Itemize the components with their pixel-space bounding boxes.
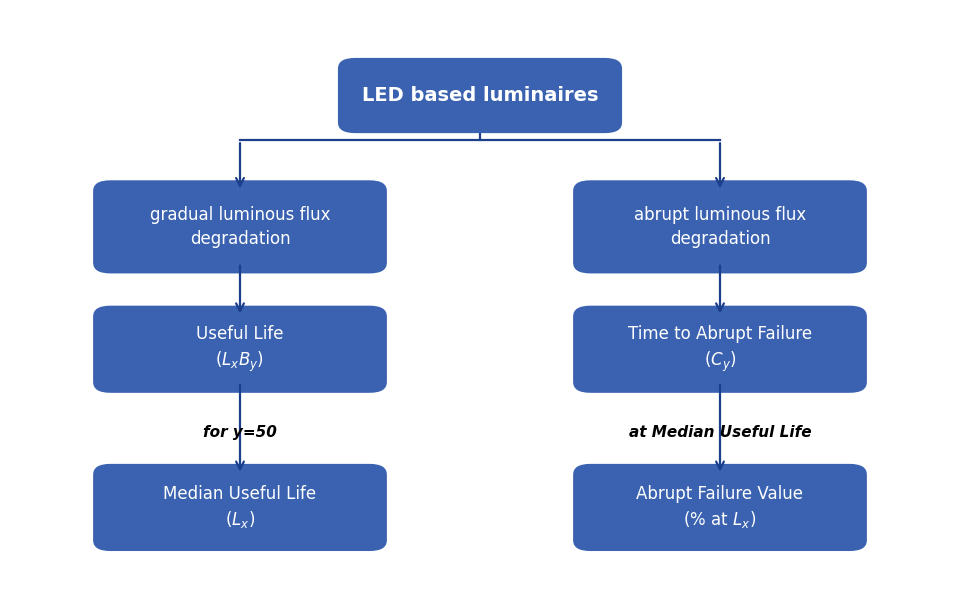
FancyBboxPatch shape (93, 180, 387, 273)
Text: Time to Abrupt Failure
($C_y$): Time to Abrupt Failure ($C_y$) (628, 325, 812, 374)
Text: LED based luminaires: LED based luminaires (362, 86, 598, 105)
Text: gradual luminous flux
degradation: gradual luminous flux degradation (150, 206, 330, 248)
Text: abrupt luminous flux
degradation: abrupt luminous flux degradation (634, 206, 806, 248)
FancyBboxPatch shape (93, 306, 387, 393)
Text: for y=50: for y=50 (204, 425, 276, 441)
FancyBboxPatch shape (93, 464, 387, 551)
Text: at Median Useful Life: at Median Useful Life (629, 425, 811, 441)
FancyBboxPatch shape (338, 58, 622, 133)
Text: Useful Life
($L_xB_y$): Useful Life ($L_xB_y$) (196, 325, 284, 374)
FancyBboxPatch shape (573, 464, 867, 551)
Text: Median Useful Life
($L_x$): Median Useful Life ($L_x$) (163, 485, 317, 530)
FancyBboxPatch shape (573, 180, 867, 273)
Text: Abrupt Failure Value
(% at $L_x$): Abrupt Failure Value (% at $L_x$) (636, 485, 804, 530)
FancyBboxPatch shape (573, 306, 867, 393)
